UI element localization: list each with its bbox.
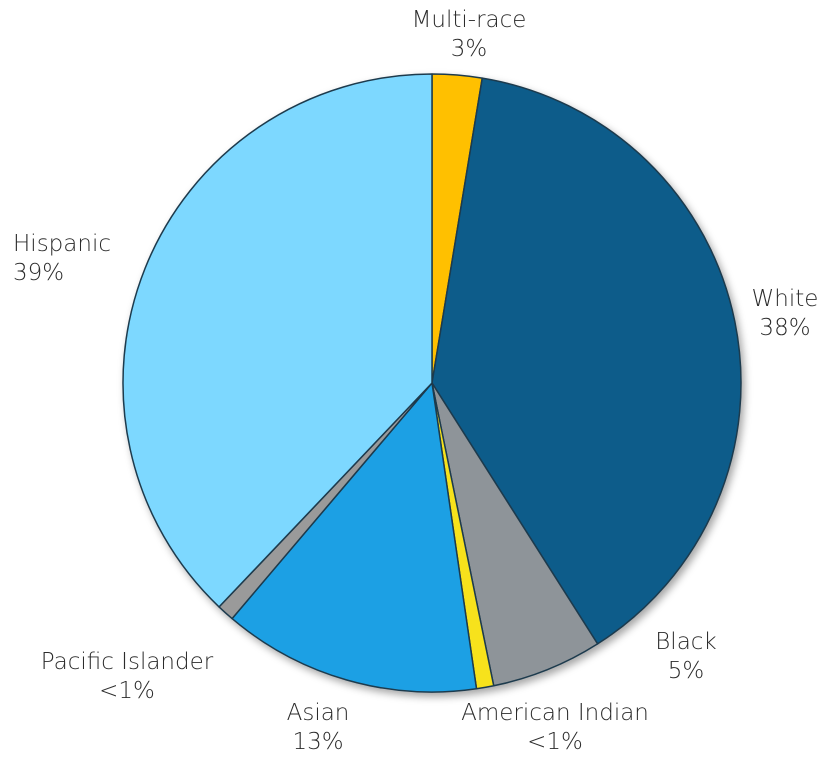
label-black-pct: 5% <box>667 658 705 684</box>
label-black-name: Black <box>655 629 717 655</box>
label-hispanic-name: Hispanic <box>13 231 111 257</box>
label-pacific-islander-pct: <1% <box>99 678 155 704</box>
pie-slice-asian <box>231 382 478 693</box>
label-pacific-islander-name: Pacific Islander <box>40 649 214 675</box>
label-multi-race-name: Multi-race <box>411 7 527 33</box>
label-white-pct: 38% <box>759 315 811 341</box>
pie-slice-white <box>431 77 742 645</box>
pie-slice-hispanic <box>122 73 433 608</box>
label-asian: Asian 13% <box>287 699 350 757</box>
label-hispanic-pct: 39% <box>13 260 65 286</box>
label-asian-name: Asian <box>286 700 350 726</box>
label-american-indian-name: American Indian <box>461 700 649 726</box>
label-hispanic: Hispanic 39% <box>13 230 111 288</box>
label-pacific-islander: Pacific Islander <1% <box>41 648 213 706</box>
label-american-indian-pct: <1% <box>527 729 583 755</box>
label-multi-race-pct: 3% <box>450 36 488 62</box>
label-american-indian: American Indian <1% <box>461 699 649 757</box>
label-multi-race: Multi-race 3% <box>412 6 527 64</box>
label-asian-pct: 13% <box>292 729 344 755</box>
label-white: White 38% <box>752 285 819 343</box>
label-black: Black 5% <box>655 628 717 686</box>
label-white-name: White <box>751 286 819 312</box>
